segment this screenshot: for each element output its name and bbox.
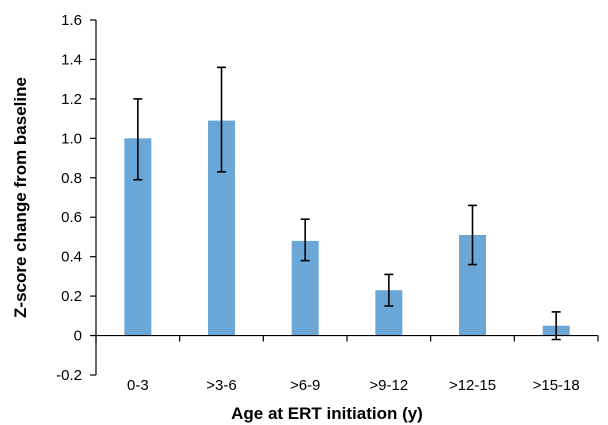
error-bars-group [133,66,561,341]
y-tick-label-5: 0.6 [61,209,82,226]
y-tick-label-8: 1.2 [61,91,82,108]
y-tick-label-2: 0 [74,328,82,345]
x-tick-label-2: >3-6 [206,377,236,394]
x-tick-labels: 0-3 >3-6 >6-9 >9-12 >12-15 >15-18 [127,377,580,394]
y-tick-label-1: -0.2 [56,367,82,384]
x-tick-label-5: >12-15 [449,377,496,394]
x-tick-label-6: >15-18 [533,377,580,394]
x-tick-label-1: 0-3 [127,377,149,394]
y-tick-label-9: 1.4 [61,51,82,68]
axes-group [90,19,599,376]
x-tick-label-4: >9-12 [369,377,408,394]
x-tick-label-3: >6-9 [290,377,320,394]
y-axis-title: Z-score change from baseline [11,77,30,318]
bars-group [124,120,570,336]
y-tick-labels: -0.2 0 0.2 0.4 0.6 0.8 1.0 1.2 1.4 1.6 [56,12,82,384]
y-tick-label-7: 1.0 [61,130,82,147]
x-axis-title: Age at ERT initiation (y) [231,404,423,423]
y-tick-label-3: 0.2 [61,288,82,305]
y-tick-label-4: 0.4 [61,249,82,266]
y-tick-label-6: 0.8 [61,170,82,187]
y-tick-label-10: 1.6 [61,12,82,29]
